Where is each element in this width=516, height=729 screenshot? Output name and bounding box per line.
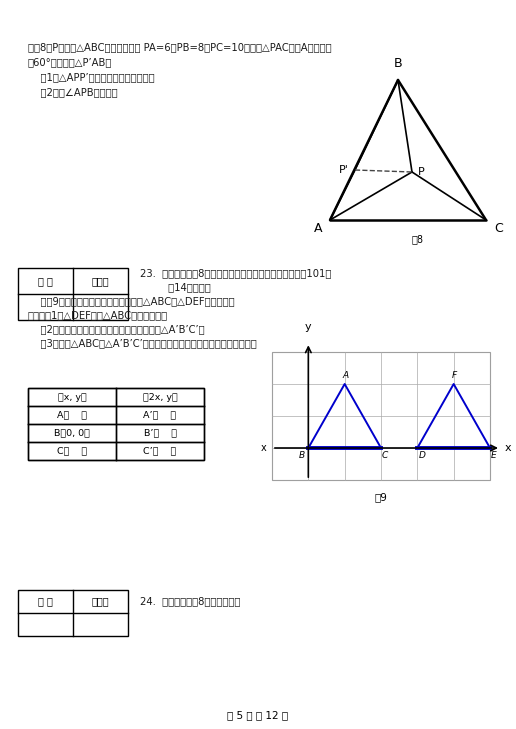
Text: F: F <box>452 371 457 380</box>
Text: C: C <box>494 222 503 235</box>
Text: y: y <box>305 322 312 332</box>
Text: 评卷人: 评卷人 <box>91 276 109 286</box>
Text: 得 分: 得 分 <box>38 596 53 606</box>
Text: 23.  （本小题满分8分）【根据八年级数学学习点津上册第101页: 23. （本小题满分8分）【根据八年级数学学习点津上册第101页 <box>140 268 331 278</box>
Text: E: E <box>491 451 497 460</box>
Text: B’（    ）: B’（ ） <box>143 429 176 437</box>
Text: A: A <box>314 222 322 235</box>
Text: 评卷人: 评卷人 <box>91 596 109 606</box>
Text: x: x <box>260 443 266 453</box>
Text: （2）将下表补充完整，在直角坐标系中画出△A’B’C’；: （2）将下表补充完整，在直角坐标系中画出△A’B’C’； <box>28 324 205 334</box>
Text: B: B <box>299 451 305 460</box>
Text: 问答：（1）△DEF是由△ABC怎样得到的？: 问答：（1）△DEF是由△ABC怎样得到的？ <box>28 310 168 320</box>
Text: x: x <box>505 443 511 453</box>
Text: 如图8，P是等边△ABC内的一点，且 PA=6，PB=8，PC=10，若将△PAC绕点A逆时针旋: 如图8，P是等边△ABC内的一点，且 PA=6，PB=8，PC=10，若将△PA… <box>28 42 332 52</box>
Text: 第14题改编】: 第14题改编】 <box>140 282 211 292</box>
Text: 图9: 图9 <box>375 492 388 502</box>
Text: C（    ）: C（ ） <box>57 446 87 456</box>
Text: C: C <box>382 451 388 460</box>
Text: 得 分: 得 分 <box>38 276 53 286</box>
Text: （3）观察△ABC与△A’B’C’，写出有关这两个三角形的一个正确结论。: （3）观察△ABC与△A’B’C’，写出有关这两个三角形的一个正确结论。 <box>28 338 257 348</box>
Text: A: A <box>343 371 349 380</box>
Bar <box>18 590 128 636</box>
Text: A（    ）: A（ ） <box>57 410 87 419</box>
Text: 第 5 页 共 12 页: 第 5 页 共 12 页 <box>228 710 288 720</box>
Text: 图8: 图8 <box>412 234 424 244</box>
Text: B（0, 0）: B（0, 0） <box>54 429 90 437</box>
Text: P: P <box>418 167 425 177</box>
Text: 在图9所示的平面直角坐标系中有两个△ABC和△DEF请解答下列: 在图9所示的平面直角坐标系中有两个△ABC和△DEF请解答下列 <box>28 296 235 306</box>
Text: 24.  （本小题满分8分）【原创】: 24. （本小题满分8分）【原创】 <box>140 596 240 606</box>
Bar <box>272 352 490 480</box>
Text: D: D <box>418 451 425 460</box>
Text: 转60°后，得到△P’AB。: 转60°后，得到△P’AB。 <box>28 57 112 67</box>
Text: C’（    ）: C’（ ） <box>143 446 176 456</box>
Text: （2x, y）: （2x, y） <box>142 392 178 402</box>
Bar <box>28 388 204 460</box>
Bar <box>28 388 204 460</box>
Text: B: B <box>394 57 402 70</box>
Text: （2）求∠APB的度数。: （2）求∠APB的度数。 <box>28 87 118 97</box>
Text: （1）△APP’的形状是＿＿＿＿＿＿；: （1）△APP’的形状是＿＿＿＿＿＿； <box>28 72 155 82</box>
Bar <box>18 268 128 320</box>
Text: P': P' <box>339 165 349 175</box>
Text: （x, y）: （x, y） <box>58 392 86 402</box>
Text: A’（    ）: A’（ ） <box>143 410 176 419</box>
